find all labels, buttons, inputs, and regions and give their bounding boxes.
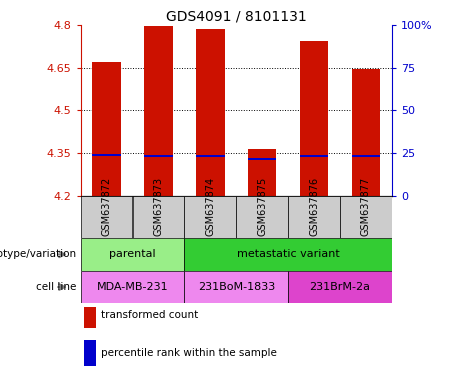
Text: parental: parental bbox=[109, 249, 156, 260]
Text: GSM637876: GSM637876 bbox=[309, 177, 319, 236]
FancyBboxPatch shape bbox=[184, 196, 236, 238]
Text: GSM637874: GSM637874 bbox=[205, 177, 215, 236]
Bar bbox=[248, 158, 277, 160]
Bar bbox=[300, 41, 328, 196]
Bar bbox=[84, 302, 96, 328]
Bar bbox=[352, 69, 380, 196]
FancyBboxPatch shape bbox=[288, 196, 340, 238]
Text: 231BrM-2a: 231BrM-2a bbox=[309, 282, 371, 292]
Text: GSM637877: GSM637877 bbox=[361, 177, 371, 236]
Title: GDS4091 / 8101131: GDS4091 / 8101131 bbox=[166, 10, 307, 24]
FancyBboxPatch shape bbox=[184, 238, 392, 271]
Bar bbox=[196, 29, 225, 196]
FancyBboxPatch shape bbox=[81, 196, 132, 238]
Bar bbox=[196, 155, 225, 157]
Text: GSM637873: GSM637873 bbox=[154, 177, 164, 236]
FancyBboxPatch shape bbox=[340, 196, 392, 238]
Bar bbox=[144, 155, 173, 157]
Text: metastatic variant: metastatic variant bbox=[237, 249, 339, 260]
Bar bbox=[248, 149, 277, 196]
Text: percentile rank within the sample: percentile rank within the sample bbox=[101, 348, 277, 358]
Text: 231BoM-1833: 231BoM-1833 bbox=[198, 282, 275, 292]
Bar bbox=[92, 154, 121, 156]
Bar bbox=[144, 26, 173, 196]
FancyBboxPatch shape bbox=[133, 196, 184, 238]
FancyBboxPatch shape bbox=[81, 238, 184, 271]
Text: GSM637872: GSM637872 bbox=[101, 177, 112, 236]
Bar bbox=[300, 155, 328, 157]
Text: genotype/variation: genotype/variation bbox=[0, 249, 76, 260]
Text: transformed count: transformed count bbox=[101, 310, 198, 320]
FancyBboxPatch shape bbox=[184, 271, 288, 303]
Bar bbox=[352, 155, 380, 157]
Text: MDA-MB-231: MDA-MB-231 bbox=[97, 282, 168, 292]
FancyBboxPatch shape bbox=[236, 196, 288, 238]
FancyBboxPatch shape bbox=[288, 271, 392, 303]
Bar bbox=[92, 62, 121, 196]
Bar bbox=[84, 340, 96, 366]
Text: cell line: cell line bbox=[35, 282, 76, 292]
Text: GSM637875: GSM637875 bbox=[257, 177, 267, 236]
FancyBboxPatch shape bbox=[81, 271, 184, 303]
